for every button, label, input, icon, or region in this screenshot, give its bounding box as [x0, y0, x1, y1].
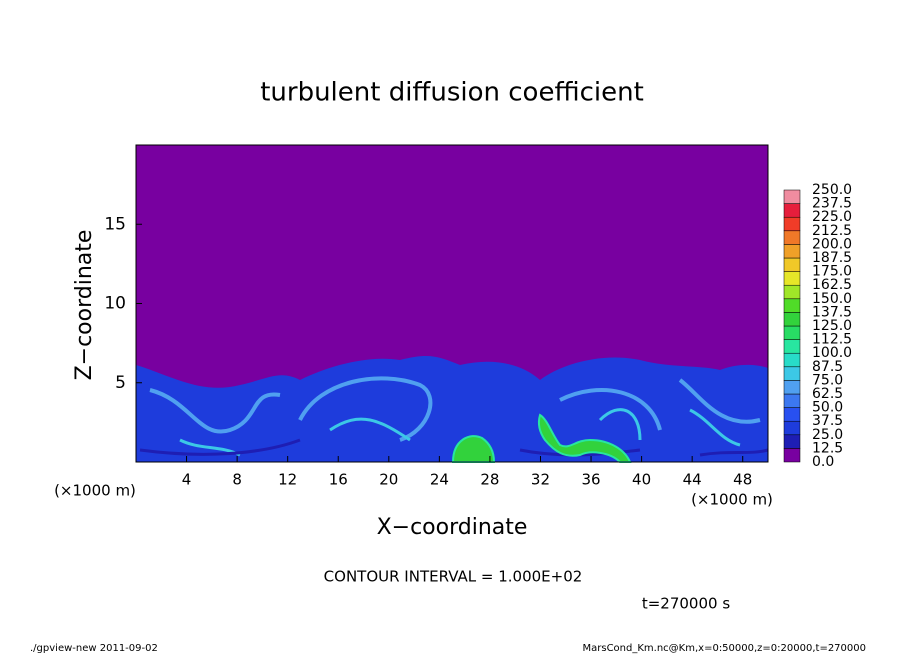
- x-tick-label: 20: [379, 471, 398, 489]
- colorbar-label: 200.0: [812, 236, 852, 252]
- y-tick-label: 15: [104, 214, 126, 234]
- annotation: CONTOUR INTERVAL = 1.000E+02: [324, 568, 583, 586]
- colorbar-label: 25.0: [812, 427, 843, 443]
- x-tick-label: 40: [632, 471, 651, 489]
- colorbar-swatch: [783, 271, 801, 286]
- colorbar-label: 137.5: [812, 304, 852, 320]
- field-band: [136, 355, 768, 462]
- colorbar-swatch: [783, 257, 801, 272]
- x-tick-label: 12: [278, 471, 297, 489]
- colorbar-swatch: [783, 352, 801, 368]
- x-tick-label: 28: [480, 471, 499, 489]
- colorbar-swatch: [783, 325, 801, 340]
- colorbar-swatch: [783, 298, 801, 313]
- x-tick-label: 8: [232, 471, 242, 489]
- y-axis-label: Z−coordinate: [72, 230, 97, 381]
- colorbar-swatch: [783, 407, 801, 422]
- footer-right: MarsCond_Km.nc@Km,x=0:50000,z=0:20000,t=…: [583, 643, 867, 654]
- colorbar-label: 150.0: [812, 291, 852, 307]
- colorbar-label: 125.0: [812, 318, 852, 334]
- colorbar-label: 37.5: [812, 413, 843, 429]
- colorbar-label: 12.5: [812, 440, 843, 456]
- x-tick-label: 16: [329, 471, 348, 489]
- colorbar-swatch: [783, 284, 801, 300]
- colorbar-swatch: [783, 339, 801, 354]
- x-tick-label: 36: [581, 471, 600, 489]
- colorbar-swatch: [783, 380, 801, 395]
- footer-left: ./gpview-new 2011-09-02: [30, 643, 158, 654]
- colorbar-swatch: [783, 393, 801, 408]
- colorbar-swatch: [783, 434, 801, 449]
- colorbar-swatch: [783, 448, 801, 463]
- colorbar-label: 162.5: [812, 277, 852, 293]
- contour-field: [135, 144, 769, 463]
- x-unit: (×1000 m): [691, 491, 773, 509]
- colorbar-swatch: [783, 420, 801, 436]
- colorbar-label: 212.5: [812, 223, 852, 239]
- colorbar-swatch: [783, 230, 801, 245]
- colorbar-swatch: [783, 366, 801, 381]
- field-swirl: [179, 408, 741, 457]
- colorbar-label: 87.5: [812, 359, 843, 375]
- colorbar-label: 62.5: [812, 386, 843, 402]
- x-tick-label: 48: [733, 471, 752, 489]
- colorbar-label: 112.5: [812, 332, 852, 348]
- colorbar-swatch: [783, 203, 801, 218]
- y-tick-label: 5: [115, 373, 126, 393]
- x-tick-label: 4: [182, 471, 192, 489]
- colorbar-label: 100.0: [812, 345, 852, 361]
- field-swirl: [149, 376, 761, 442]
- colorbar-label: 187.5: [812, 250, 852, 266]
- y-tick-label: 10: [104, 294, 126, 314]
- chart-title: turbulent diffusion coefficient: [260, 78, 644, 108]
- colorbar-swatch: [783, 312, 801, 327]
- x-tick-label: 24: [430, 471, 449, 489]
- colorbar-label: 50.0: [812, 400, 843, 416]
- colorbar-label: 250.0: [812, 182, 852, 198]
- colorbar-label: 0.0: [812, 454, 834, 470]
- colorbar-label: 75.0: [812, 372, 843, 388]
- time-label: t=270000 s: [642, 595, 730, 613]
- x-tick-label: 32: [531, 471, 550, 489]
- y-unit: (×1000 m): [54, 482, 136, 500]
- colorbar-label: 175.0: [812, 264, 852, 280]
- colorbar-label: 225.0: [812, 209, 852, 225]
- colorbar-swatch: [783, 189, 801, 204]
- colorbar-label: 237.5: [812, 196, 852, 212]
- field-blob: [451, 435, 496, 463]
- colorbar-swatch: [783, 244, 801, 259]
- x-tick-label: 44: [683, 471, 702, 489]
- colorbar-swatch: [783, 216, 801, 232]
- x-axis-label: X−coordinate: [377, 515, 528, 540]
